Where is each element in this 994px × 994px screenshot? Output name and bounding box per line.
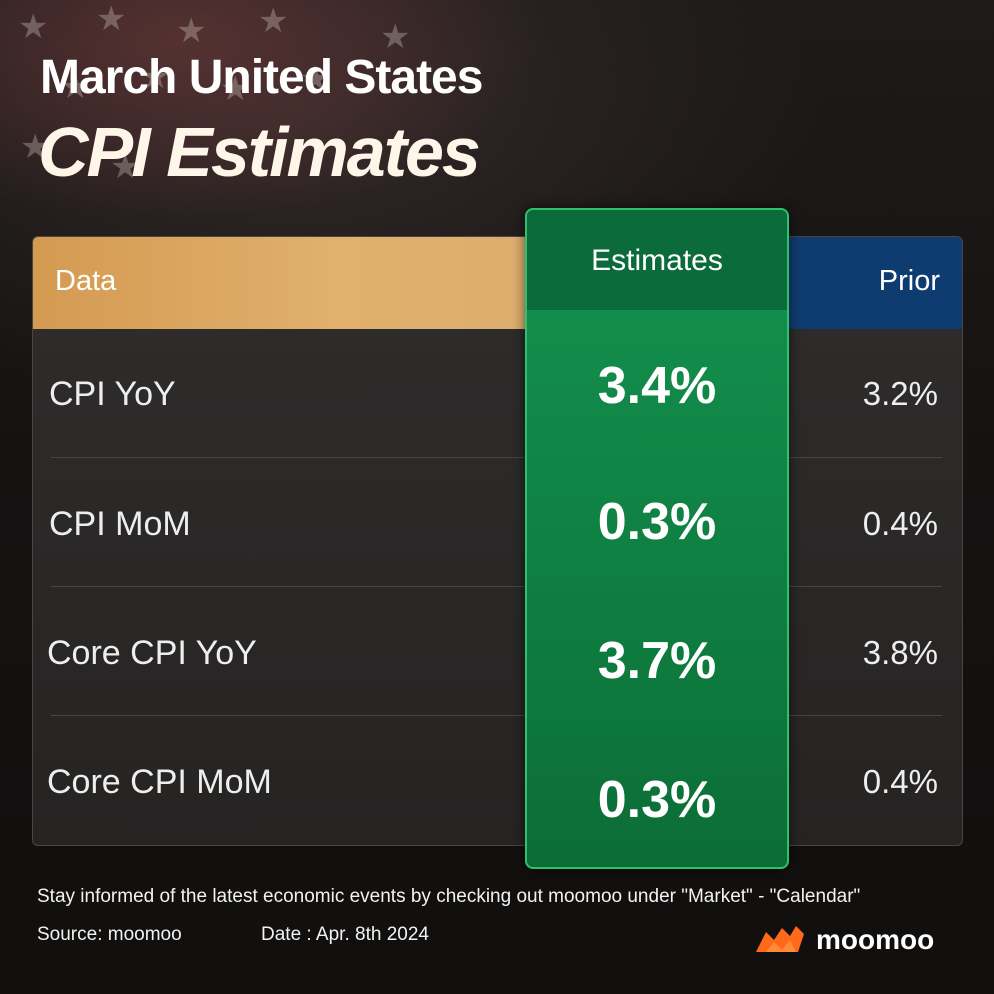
row-label-cpi-mom: CPI MoM (49, 505, 191, 543)
flag-background: ★ ★ ★ ★ ★ ★ ★ ★ ★ ★ ★ (18, 0, 411, 187)
row-divider (51, 586, 942, 587)
cpi-table: Data Prior CPI YoY 3.2% CPI MoM 0.4% Cor… (32, 236, 963, 846)
estimate-core-cpi-mom: 0.3% (597, 771, 717, 829)
brand-logo: moomoo (752, 920, 962, 960)
footnote: Stay informed of the latest economic eve… (37, 886, 861, 907)
row-label-core-cpi-yoy: Core CPI YoY (47, 634, 257, 672)
row-label-cpi-yoy: CPI YoY (49, 375, 176, 413)
data-column-label: Data (55, 265, 117, 297)
row-divider (51, 457, 942, 458)
brand-name: moomoo (816, 924, 935, 955)
estimates-column-label: Estimates (591, 244, 723, 277)
data-column-header: Data (33, 237, 533, 329)
row-prior-cpi-yoy: 3.2% (862, 375, 938, 412)
row-divider (51, 715, 942, 716)
moomoo-bull-icon (756, 926, 804, 952)
estimates-column: Estimates 3.4% 0.3% 3.7% 0.3% (525, 208, 789, 869)
prior-column-header: Prior (782, 237, 962, 329)
prior-column-label: Prior (878, 265, 940, 297)
row-prior-core-cpi-mom: 0.4% (862, 763, 938, 800)
estimate-cpi-mom: 0.3% (597, 493, 717, 551)
estimates-column-header: Estimates (527, 210, 787, 310)
row-label-core-cpi-mom: Core CPI MoM (47, 763, 272, 801)
page-title-line2: CPI Estimates (38, 113, 481, 191)
date-label: Date : Apr. 8th 2024 (261, 924, 429, 945)
estimate-core-cpi-yoy: 3.7% (597, 632, 717, 690)
row-prior-core-cpi-yoy: 3.8% (862, 634, 938, 671)
estimate-cpi-yoy: 3.4% (597, 357, 717, 415)
source-label: Source: moomoo (37, 924, 182, 945)
row-prior-cpi-mom: 0.4% (862, 505, 938, 542)
page-title-line1: March United States (40, 51, 483, 104)
